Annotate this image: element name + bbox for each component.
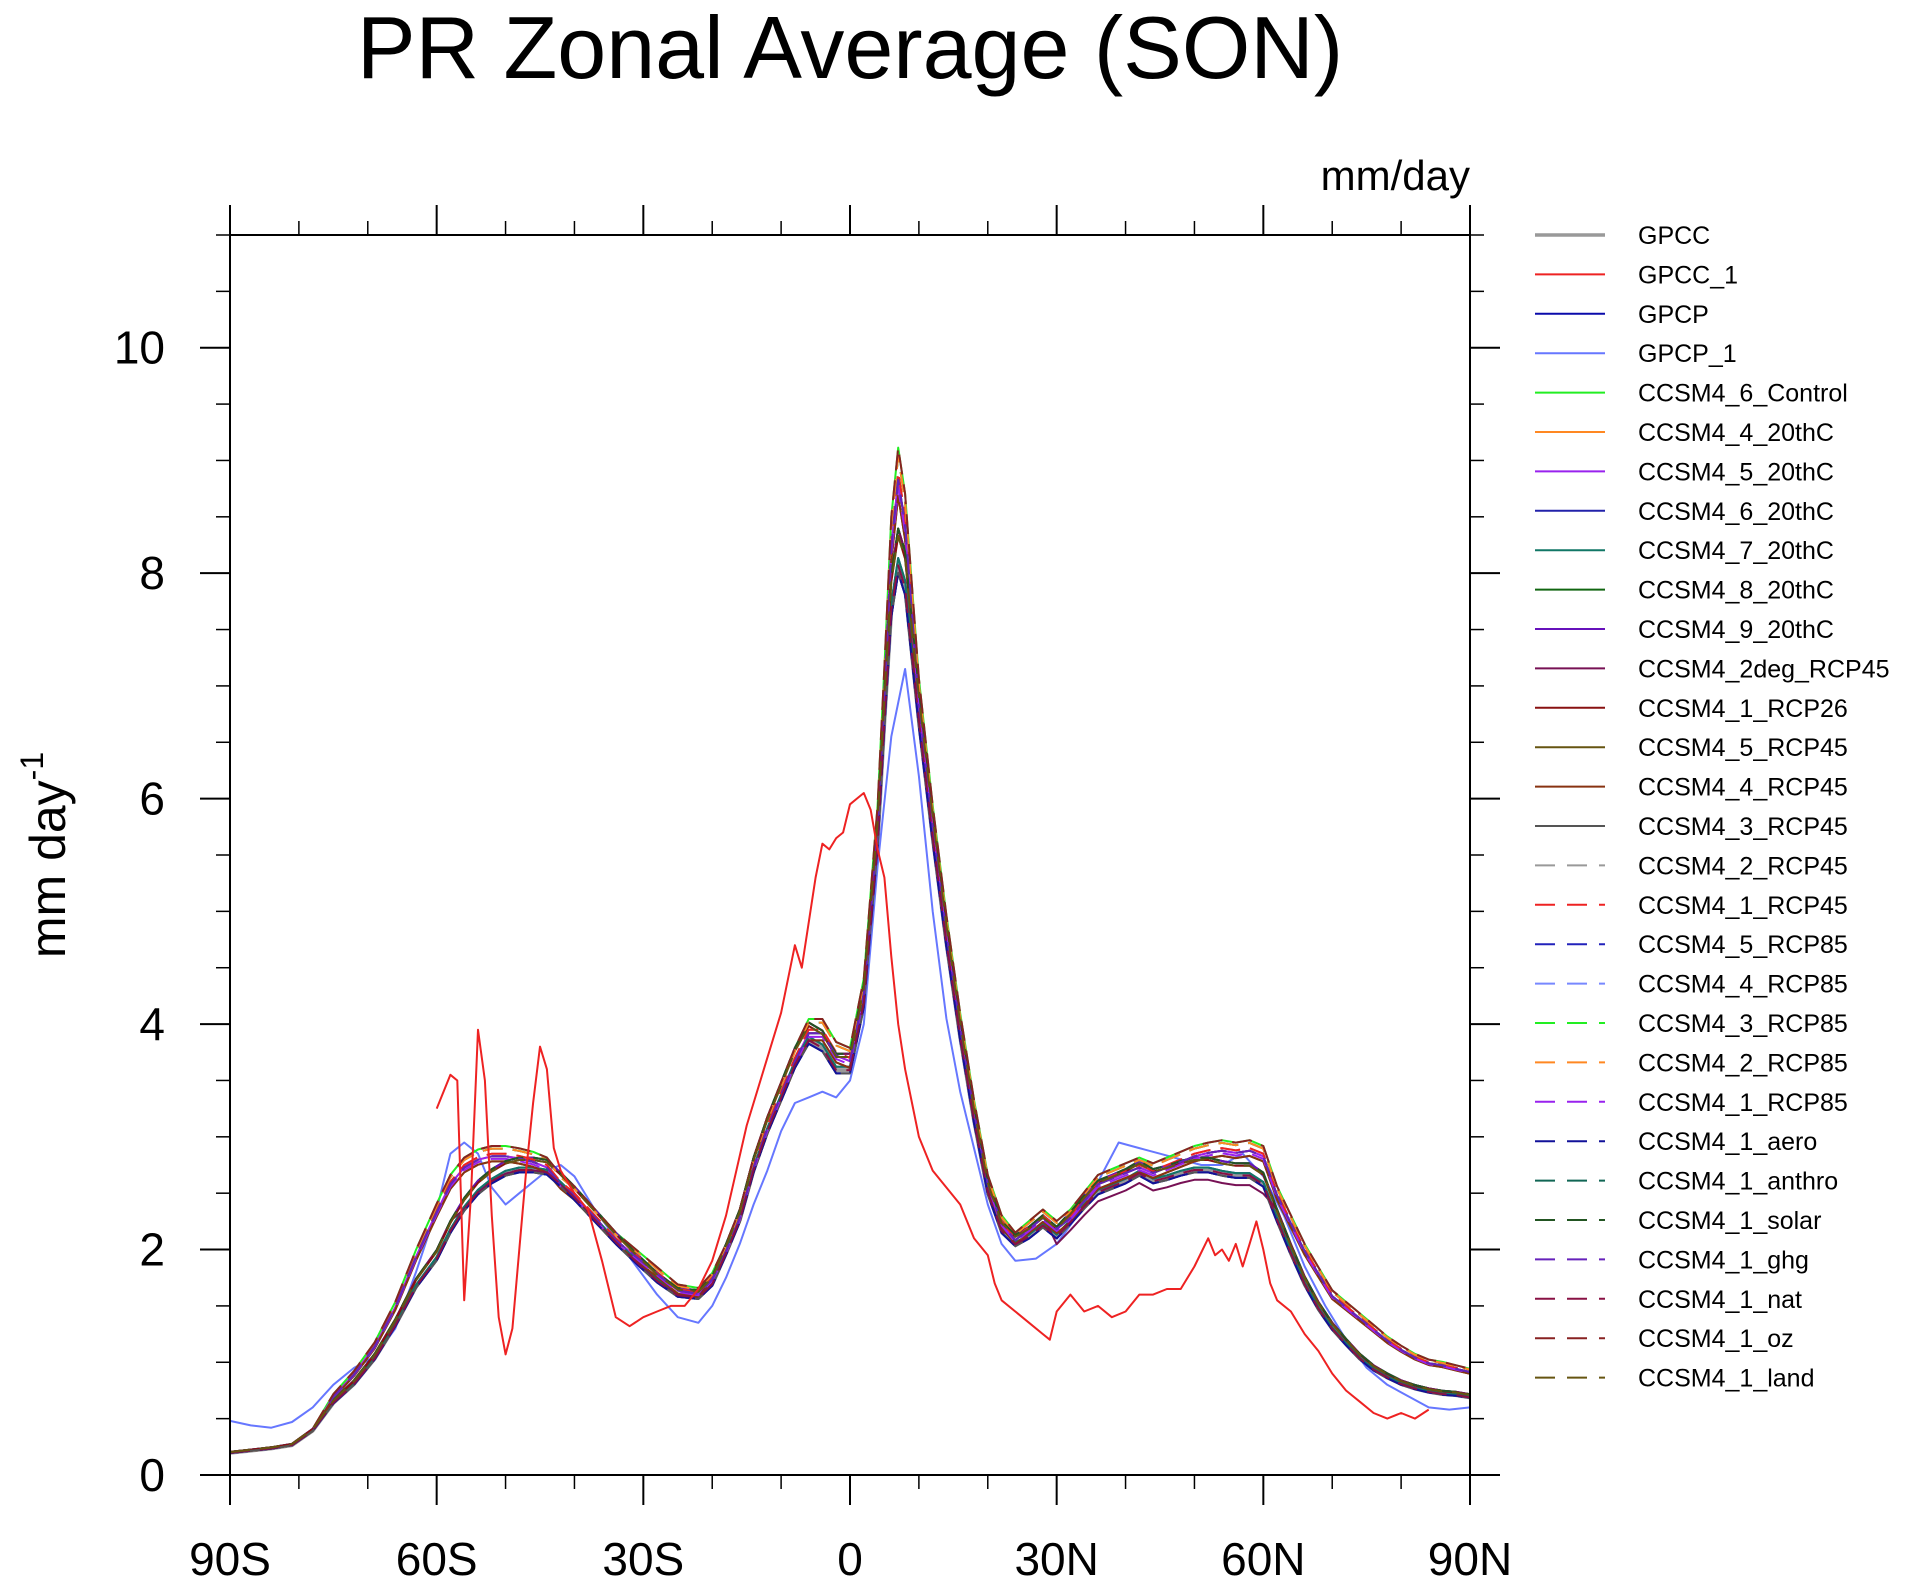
legend-label: CCSM4_1_nat: [1638, 1286, 1802, 1314]
legend-label: CCSM4_6_Control: [1638, 380, 1848, 408]
legend-label: CCSM4_1_RCP45: [1638, 892, 1848, 920]
series-line-gpcc: [229, 563, 1471, 1455]
y-tick-label: 0: [139, 1449, 165, 1501]
x-tick-label: 30S: [602, 1533, 684, 1585]
legend-label: CCSM4_5_RCP85: [1638, 931, 1848, 959]
legend-label: CCSM4_2deg_RCP45: [1638, 655, 1890, 683]
series-line-ccsm4-1-oz: [229, 446, 1471, 1453]
legend-label: CCSM4_5_RCP45: [1638, 734, 1848, 762]
series-line-ccsm4-1-rcp26: [229, 534, 1471, 1454]
series-line-ccsm4-5-rcp85: [229, 454, 1471, 1454]
legend-label: CCSM4_1_solar: [1638, 1207, 1821, 1235]
series-line-ccsm4-4-rcp45: [229, 494, 1471, 1454]
legend-label: CCSM4_1_RCP26: [1638, 695, 1848, 723]
series-line-ccsm4-6-control: [229, 446, 1471, 1453]
x-tick-label: 90S: [189, 1533, 271, 1585]
series-line-ccsm4-1-aero: [229, 571, 1471, 1454]
series-line-ccsm4-2-rcp85: [229, 454, 1471, 1454]
legend-label: CCSM4_1_anthro: [1638, 1168, 1838, 1196]
x-tick-label: 60S: [396, 1533, 478, 1585]
x-tick-label: 0: [837, 1533, 863, 1585]
series-line-ccsm4-8-20thc: [229, 527, 1471, 1453]
series-line-ccsm4-9-20thc: [229, 527, 1471, 1453]
series-line-ccsm4-3-rcp45: [229, 571, 1471, 1454]
y-tick-label: 6: [139, 773, 165, 825]
legend-label: CCSM4_1_land: [1638, 1365, 1815, 1393]
legend-label: CCSM4_4_20thC: [1638, 419, 1834, 447]
y-tick-label: 8: [139, 547, 165, 599]
series-line-ccsm4-1-nat: [229, 564, 1471, 1454]
axis-layer: 90S 60S 30S 0 30N 60N 90N 0 2 4 6 8 10: [114, 205, 1512, 1585]
legend-label: GPCP: [1638, 301, 1709, 329]
series-line-ccsm4-3-rcp85: [229, 454, 1471, 1454]
y-tick-label: 2: [139, 1224, 165, 1276]
series-line-ccsm4-4-rcp85: [229, 454, 1471, 1454]
series-line-ccsm4-1-solar: [229, 527, 1471, 1453]
series-line-ccsm4-7-20thc: [229, 557, 1471, 1454]
legend-label: CCSM4_4_RCP85: [1638, 971, 1848, 999]
legend-label: CCSM4_8_20thC: [1638, 577, 1834, 605]
series-line-ccsm4-1-land: [229, 534, 1471, 1454]
legend: GPCC GPCC_1 GPCP GPCP_1 CCSM4_6_Control CCSM4…: [1535, 222, 1890, 1393]
legend-label: CCSM4_1_oz: [1638, 1325, 1794, 1353]
legend-label: CCSM4_6_20thC: [1638, 498, 1834, 526]
y-axis-label-main: mm day: [20, 780, 76, 958]
legend-label: CCSM4_4_RCP45: [1638, 774, 1848, 802]
x-tick-label: 60N: [1221, 1533, 1305, 1585]
legend-label: CCSM4_5_20thC: [1638, 458, 1834, 486]
chart-title: PR Zonal Average (SON): [357, 0, 1343, 97]
legend-label: GPCP_1: [1638, 340, 1737, 368]
legend-label: CCSM4_1_aero: [1638, 1128, 1817, 1156]
y-tick-label: 10: [114, 322, 165, 374]
legend-label: GPCC_1: [1638, 261, 1738, 289]
legend-label: CCSM4_1_RCP85: [1638, 1089, 1848, 1117]
series-line-ccsm4-5-rcp45: [229, 494, 1471, 1454]
units-label: mm/day: [1321, 152, 1470, 199]
legend-label: CCSM4_3_RCP85: [1638, 1010, 1848, 1038]
series-line-ccsm4-2deg-rcp45: [229, 527, 1471, 1453]
series-line-ccsm4-1-rcp85: [229, 486, 1471, 1454]
series-line-gpcc-1: [435, 792, 1430, 1420]
legend-label: CCSM4_2_RCP45: [1638, 852, 1848, 880]
x-tick-label: 90N: [1428, 1533, 1512, 1585]
y-axis-label-exponent: -1: [14, 752, 50, 780]
legend-label: CCSM4_7_20thC: [1638, 537, 1834, 565]
legend-label: CCSM4_9_20thC: [1638, 616, 1834, 644]
y-axis-label: mm day-1: [14, 752, 76, 958]
legend-label: CCSM4_1_ghg: [1638, 1246, 1809, 1274]
legend-label: GPCC: [1638, 222, 1710, 250]
series-line-ccsm4-6-20thc: [229, 557, 1471, 1454]
series-layer: [229, 446, 1471, 1455]
series-line-ccsm4-1-ghg: [229, 478, 1471, 1454]
y-tick-label: 4: [139, 998, 165, 1050]
series-line-gpcp: [229, 571, 1471, 1454]
legend-label: CCSM4_2_RCP85: [1638, 1049, 1848, 1077]
x-tick-label: 30N: [1014, 1533, 1098, 1585]
legend-label: CCSM4_3_RCP45: [1638, 813, 1848, 841]
